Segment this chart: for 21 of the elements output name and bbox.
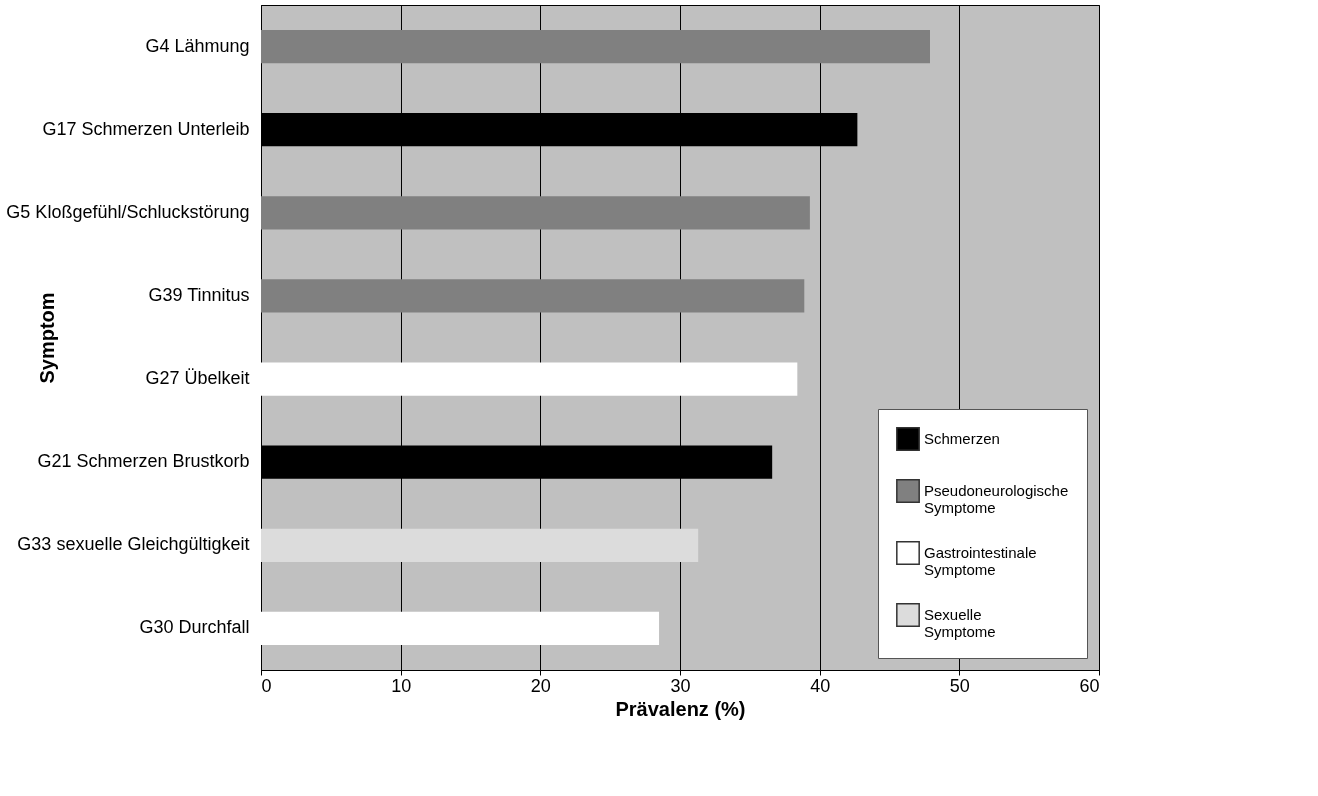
y-tick-label: G5 Kloßgefühl/Schluckstörung <box>6 201 250 222</box>
x-tick-label: 10 <box>391 675 412 696</box>
x-tick-label: 50 <box>949 675 970 696</box>
legend-label: Gastrointestinale Symptome <box>924 544 1037 578</box>
y-tick-label: G21 Schmerzen Brustkorb <box>37 451 250 472</box>
x-tick-label: 40 <box>810 675 831 696</box>
y-tick-label: G17 Schmerzen Unterleib <box>42 118 250 139</box>
y-tick-label: G33 sexuelle Gleichgültigkeit <box>17 534 250 555</box>
y-axis-title: Symptom <box>35 292 58 384</box>
y-tick-label: G30 Durchfall <box>139 617 250 638</box>
y-tick-label: G27 Übelkeit <box>145 368 250 389</box>
y-tick-label: G4 Lähmung <box>145 35 250 56</box>
x-tick-label: 20 <box>530 675 551 696</box>
legend-label: Schmerzen <box>924 430 1000 447</box>
x-axis-title: Prävalenz (%) <box>615 697 746 720</box>
y-tick-label: G39 Tinnitus <box>148 284 250 305</box>
x-tick-label: 0 <box>261 675 272 696</box>
legend-label: Pseudoneurologische Symptome <box>924 482 1069 516</box>
x-tick-label: 60 <box>1079 675 1100 696</box>
x-tick-label: 30 <box>670 675 691 696</box>
legend-label: Sexuelle Symptome <box>924 606 996 640</box>
